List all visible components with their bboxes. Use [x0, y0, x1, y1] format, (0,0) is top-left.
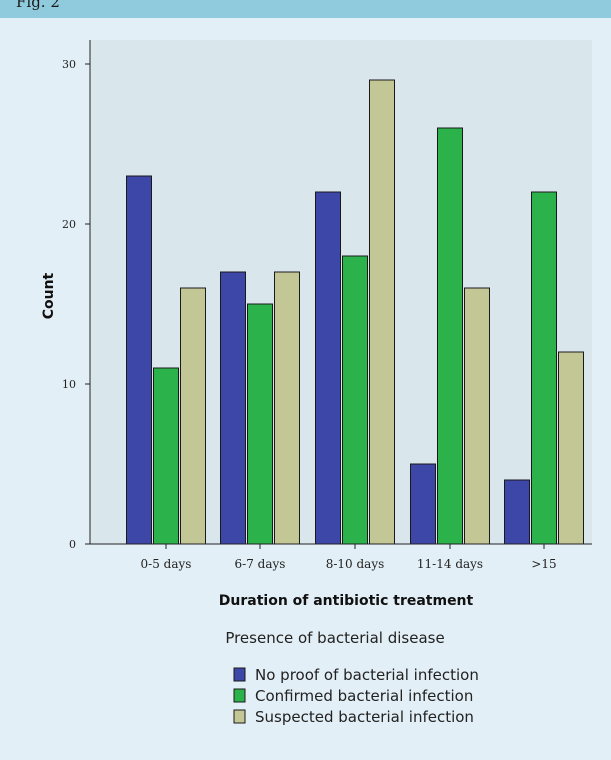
x-tick-label: 11-14 days [417, 557, 483, 571]
legend-label: No proof of bacterial infection [255, 666, 479, 684]
x-tick-label: 8-10 days [326, 557, 385, 571]
legend-label: Confirmed bacterial infection [255, 687, 473, 705]
legend-swatch [233, 688, 246, 703]
legend-swatch [233, 709, 246, 724]
y-tick-label: 20 [62, 218, 76, 231]
x-tick-label: 6-7 days [235, 557, 286, 571]
y-axis-title: Count [41, 272, 57, 319]
figure-caption: Fig. 2 [16, 0, 60, 11]
legend-title: Presence of bacterial disease [225, 629, 444, 647]
y-ticks: 0 10 20 30 [62, 58, 90, 551]
bar-1-1 [126, 175, 152, 545]
x-tick-label: 0-5 days [141, 557, 192, 571]
x-tick-label: >15 [531, 557, 556, 571]
bar-3-3 [369, 79, 395, 545]
y-tick-label: 10 [62, 378, 76, 391]
header-band: Fig. 2 [0, 0, 611, 18]
bar-1-5 [504, 479, 530, 545]
bar-2-1 [153, 367, 179, 545]
bar-2-3 [342, 255, 368, 545]
bar-2-4 [437, 127, 463, 545]
y-tick-label: 0 [69, 538, 76, 551]
x-ticks: 0-5 days 6-7 days 8-10 days 11-14 days >15 [141, 544, 557, 571]
x-axis-title: Duration of antibiotic treatment [219, 593, 474, 609]
legend-label: Suspected bacterial infection [255, 708, 474, 726]
legend-swatch [233, 667, 246, 682]
bar-1-4 [410, 463, 436, 545]
bar-1-3 [315, 191, 341, 545]
bars-group [126, 79, 584, 545]
bar-2-5 [531, 191, 557, 545]
legend: No proof of bacterial infection Confirmed… [233, 666, 479, 726]
bar-1-2 [220, 271, 246, 545]
bar-3-4 [464, 287, 490, 545]
y-tick-label: 30 [62, 58, 76, 71]
bar-3-5 [558, 351, 584, 545]
bar-3-2 [274, 271, 300, 545]
bar-3-1 [180, 287, 206, 545]
bar-2-2 [247, 303, 273, 545]
